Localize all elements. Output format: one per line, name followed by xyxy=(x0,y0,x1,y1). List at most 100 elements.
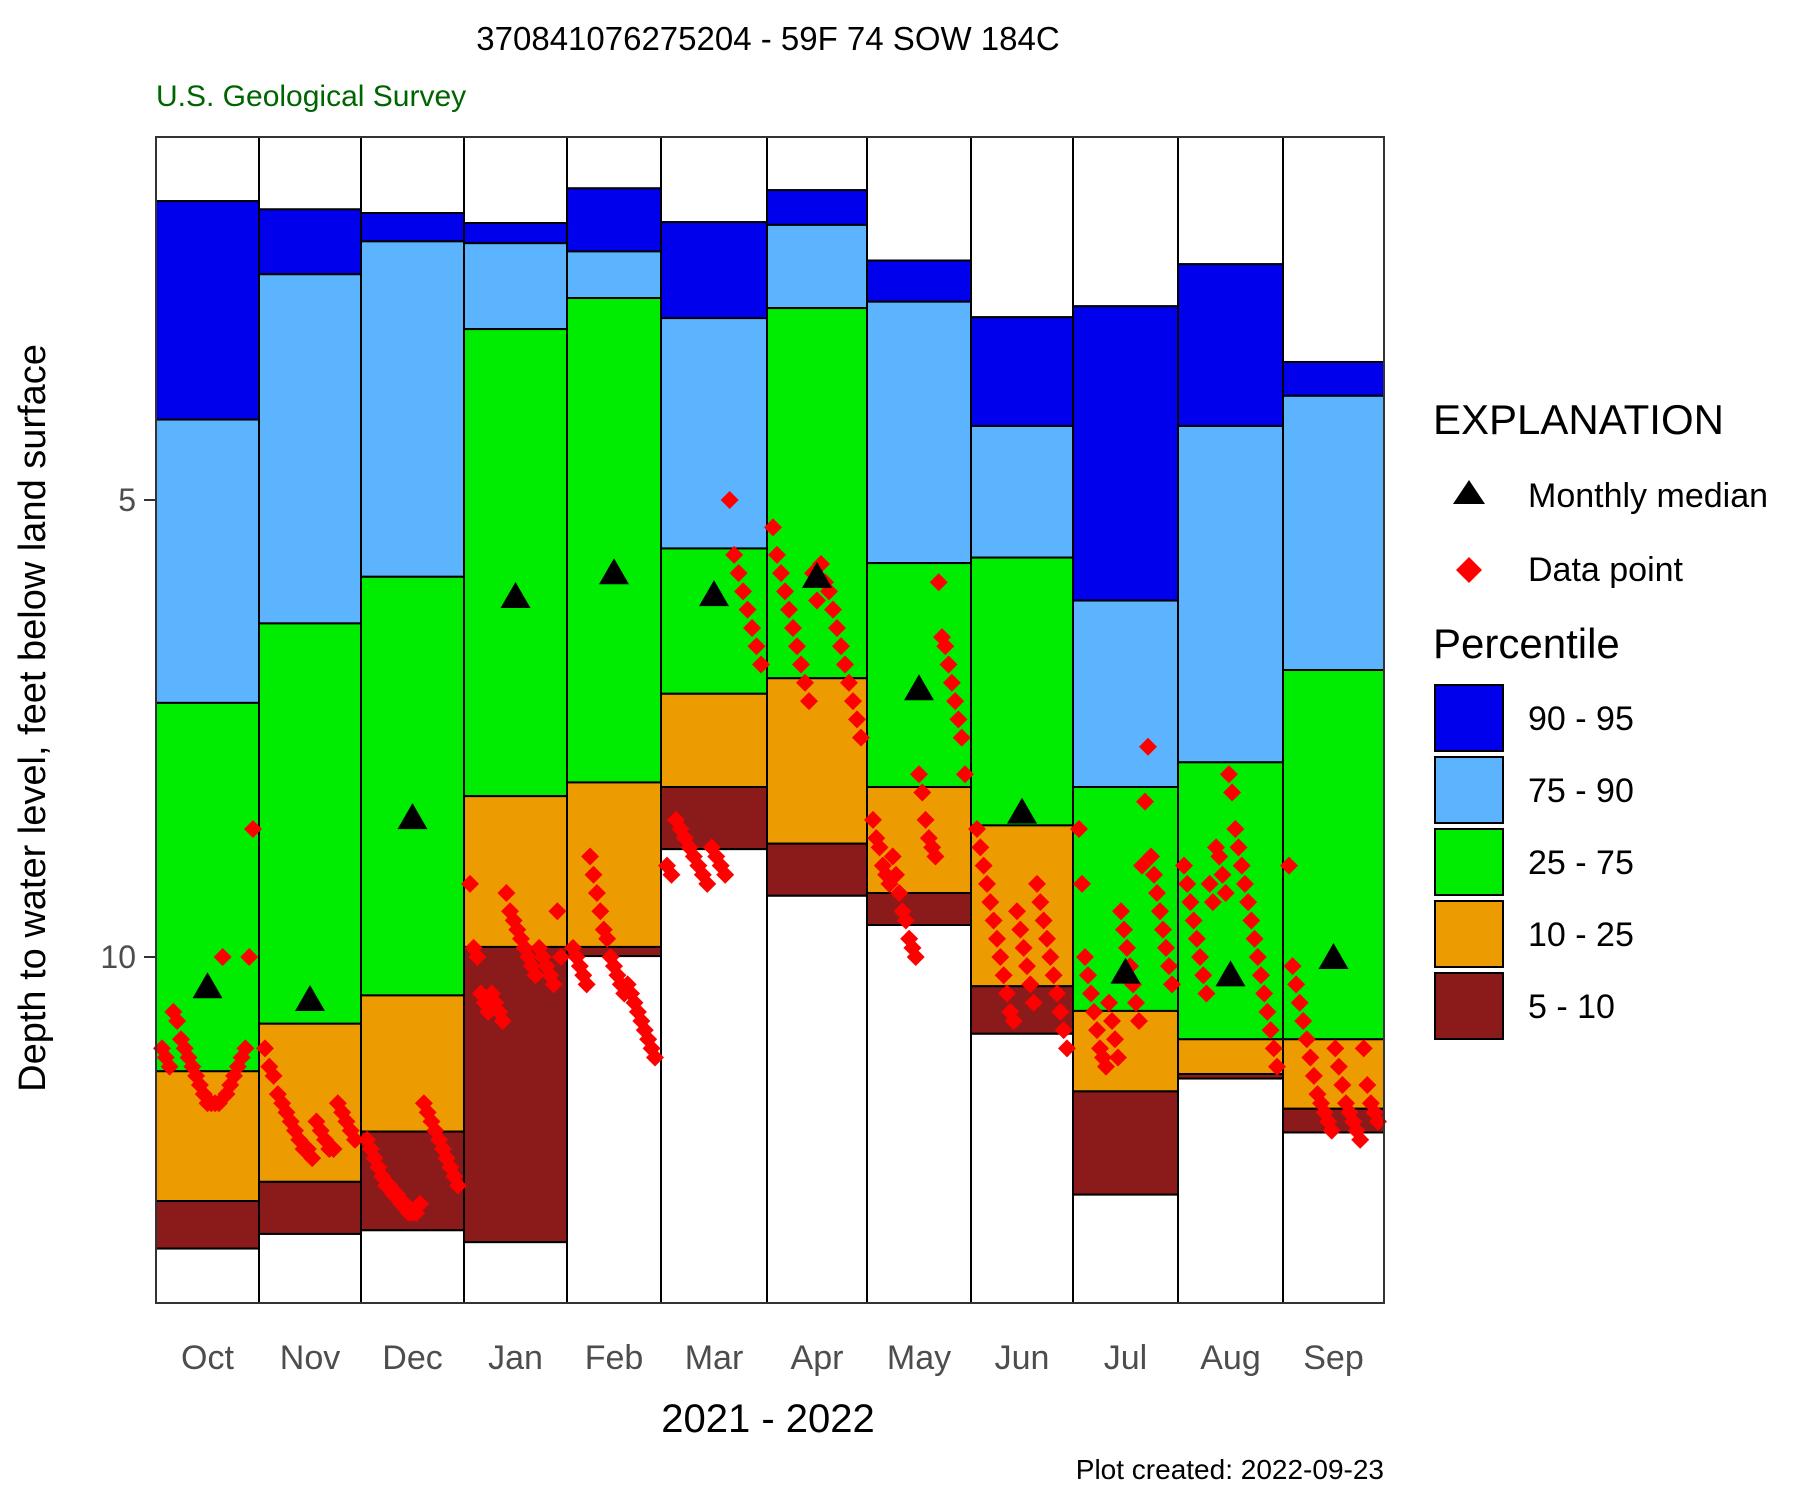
percentile-band-aug-0 xyxy=(1177,136,1284,266)
percentile-band-nov-1 xyxy=(258,208,362,276)
data-point-dec-24 xyxy=(449,1176,467,1195)
legend-data-diamond-icon xyxy=(1456,557,1482,583)
data-point-aug-6 xyxy=(1194,966,1213,985)
data-point-sep-25 xyxy=(1369,1112,1387,1131)
data-point-jul-14 xyxy=(1112,902,1130,921)
legend-percentile-heading: Percentile xyxy=(1433,620,1620,667)
percentile-band-sep-6 xyxy=(1282,1131,1385,1305)
percentile-band-jun-2 xyxy=(970,424,1074,559)
data-point-apr-17 xyxy=(832,637,850,656)
data-point-apr-19 xyxy=(840,673,858,692)
data-point-jul-15 xyxy=(1115,920,1133,939)
percentile-band-oct-2 xyxy=(155,418,260,704)
data-point-jul-6 xyxy=(1088,1021,1106,1040)
data-point-sep-0 xyxy=(1280,856,1298,875)
x-tick-label-feb: Feb xyxy=(585,1339,644,1377)
data-point-jun-12 xyxy=(1008,902,1026,921)
percentile-band-jun-1 xyxy=(970,316,1074,427)
data-point-jun-7 xyxy=(991,948,1010,966)
data-point-sep-13 xyxy=(1326,1039,1345,1058)
data-point-may-20 xyxy=(929,573,948,592)
percentile-band-jan-6 xyxy=(463,1241,568,1304)
percentile-band-jul-6 xyxy=(1072,1193,1179,1305)
data-point-may-7 xyxy=(887,865,905,884)
x-tick-label-sep: Sep xyxy=(1303,1339,1364,1377)
data-point-jan-9 xyxy=(493,1011,512,1030)
legend-percentile-swatches: 90 - 95 75 - 90 25 - 75 10 - 25 5 - 10 xyxy=(1434,684,1634,1040)
percentile-band-sep-3 xyxy=(1282,669,1385,1041)
data-point-feb-4 xyxy=(577,975,596,994)
data-point-sep-4 xyxy=(1294,1011,1313,1030)
percentile-band-mar-4 xyxy=(660,692,768,788)
data-point-aug-14 xyxy=(1219,765,1238,784)
legend-swatch-label-4: 5 - 10 xyxy=(1528,988,1615,1026)
percentile-band-sep-0 xyxy=(1282,136,1385,363)
data-point-may-8 xyxy=(890,884,909,903)
data-point-sep-20 xyxy=(1351,1130,1370,1149)
data-point-jul-30 xyxy=(1160,957,1178,976)
data-point-aug-9 xyxy=(1203,893,1222,912)
data-points xyxy=(153,491,1387,1222)
data-point-oct-22 xyxy=(236,1039,255,1058)
data-point-feb-10 xyxy=(598,929,617,948)
x-tick-label-may: May xyxy=(887,1339,951,1377)
percentile-band-jun-3 xyxy=(970,556,1074,827)
data-point-jun-19 xyxy=(1031,893,1050,912)
data-point-jun-13 xyxy=(1011,920,1030,939)
data-point-jul-31 xyxy=(1163,975,1181,994)
data-point-apr-0 xyxy=(764,518,782,537)
data-point-jan-2 xyxy=(468,948,487,966)
data-point-feb-5 xyxy=(581,847,600,866)
data-point-feb-8 xyxy=(591,902,610,921)
data-point-jul-9 xyxy=(1097,1057,1115,1076)
y-tick-label-10: 10 xyxy=(100,939,136,975)
percentile-band-jul-1 xyxy=(1072,305,1179,602)
data-point-aug-27 xyxy=(1261,1021,1280,1040)
data-point-jun-18 xyxy=(1028,874,1046,893)
data-point-may-26 xyxy=(949,710,968,729)
percentile-band-feb-0 xyxy=(566,136,662,190)
percentile-band-jul-4 xyxy=(1072,1009,1179,1093)
data-point-jun-25 xyxy=(1051,1002,1070,1021)
percentile-band-oct-6 xyxy=(155,1247,260,1305)
data-point-jun-21 xyxy=(1038,929,1056,948)
data-point-aug-29 xyxy=(1268,1057,1286,1076)
x-tick-label-nov: Nov xyxy=(280,1339,340,1377)
percentile-band-aug-2 xyxy=(1177,424,1284,764)
percentile-band-may-5 xyxy=(866,892,972,927)
legend-data-label: Data point xyxy=(1528,551,1684,589)
data-point-sep-3 xyxy=(1290,993,1309,1012)
data-point-jun-5 xyxy=(984,911,1003,930)
data-point-apr-8 xyxy=(796,673,814,692)
data-point-jul-16 xyxy=(1118,938,1136,957)
data-point-aug-28 xyxy=(1264,1039,1283,1058)
percentile-band-feb-2 xyxy=(566,250,662,300)
monthly-median-aug xyxy=(1215,960,1246,987)
x-tick-label-jan: Jan xyxy=(488,1339,543,1377)
data-point-nov-21 xyxy=(346,1130,364,1149)
data-point-may-15 xyxy=(913,783,932,802)
percentile-band-feb-6 xyxy=(566,955,662,1304)
data-point-jun-15 xyxy=(1018,957,1036,976)
data-point-feb-24 xyxy=(646,1048,664,1067)
data-point-jul-0 xyxy=(1070,820,1088,839)
data-point-jul-27 xyxy=(1151,902,1169,921)
data-point-may-13 xyxy=(906,948,925,966)
data-point-jun-20 xyxy=(1034,911,1053,930)
percentile-band-sep-2 xyxy=(1282,394,1385,672)
data-point-aug-7 xyxy=(1197,984,1216,1003)
percentile-band-apr-1 xyxy=(766,189,868,226)
percentile-band-aug-4 xyxy=(1177,1038,1284,1075)
data-point-may-27 xyxy=(952,728,971,747)
data-point-nov-0 xyxy=(256,1039,274,1058)
data-point-feb-7 xyxy=(587,884,606,903)
data-point-jul-4 xyxy=(1082,984,1100,1003)
percentile-band-jan-0 xyxy=(463,136,568,225)
data-point-mar-1 xyxy=(662,865,681,884)
data-point-jul-12 xyxy=(1106,1030,1124,1049)
data-point-may-2 xyxy=(870,838,889,857)
percentile-band-mar-6 xyxy=(660,848,768,1304)
monthly-medians xyxy=(192,558,1349,1012)
data-point-may-0 xyxy=(864,810,882,829)
data-point-jul-23 xyxy=(1139,737,1157,756)
